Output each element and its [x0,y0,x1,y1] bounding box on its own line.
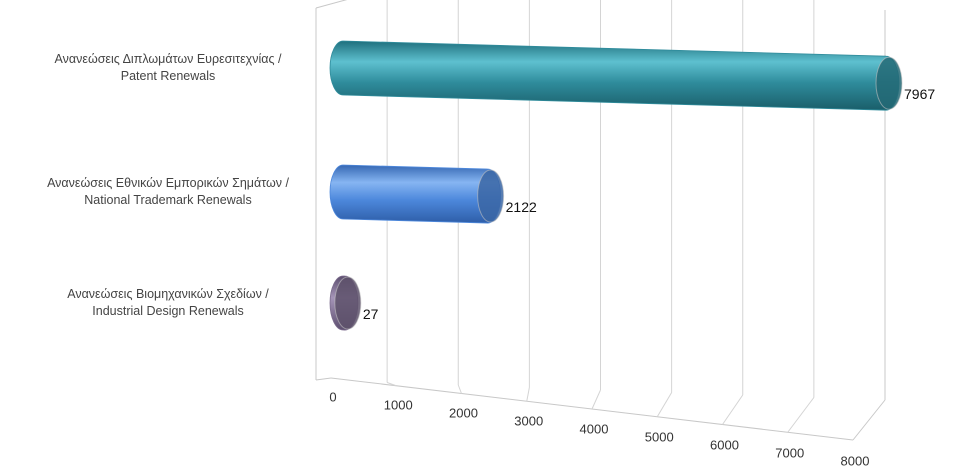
x-tick-label: 0 [329,389,336,404]
floor-grid-line [722,394,744,425]
category-label: Ανανεώσεις Εθνικών Εμπορικών Σημάτων / [47,176,289,190]
x-tick-label: 1000 [384,397,413,412]
bar-cap [875,56,903,110]
floor-side [315,377,332,381]
x-tick-label: 5000 [645,429,674,444]
x-tick-label: 3000 [514,413,543,428]
value-label: 2122 [506,199,537,215]
value-label: 7967 [904,86,935,102]
floor-grid-line [457,384,462,394]
bar [329,164,505,224]
x-tick-label: 4000 [580,421,609,436]
bar-cap [334,276,362,330]
x-tick-label: 8000 [841,453,870,468]
floor-grid-line [656,392,673,418]
bar-cap [477,169,505,223]
floor-grid-line [526,387,530,402]
bar [329,275,362,331]
category-label: Ανανεώσεις Βιομηχανικών Σχεδίων / [67,287,269,301]
value-label: 27 [363,306,379,322]
floor-grid-line [591,389,601,410]
floor-grid-line [386,382,397,387]
floor-right [852,399,886,441]
bar-body [329,164,502,224]
bar [329,40,903,111]
x-tick-label: 6000 [710,437,739,452]
x-tick-label: 2000 [449,405,478,420]
floor-grid-line [787,397,815,433]
back-wall-top [315,0,348,9]
category-label: National Trademark Renewals [84,193,251,207]
category-label: Patent Renewals [121,69,216,83]
category-label: Ανανεώσεις Διπλωμάτων Ευρεσιτεχνίας / [55,52,282,66]
category-label: Industrial Design Renewals [92,304,243,318]
x-tick-label: 7000 [775,445,804,460]
